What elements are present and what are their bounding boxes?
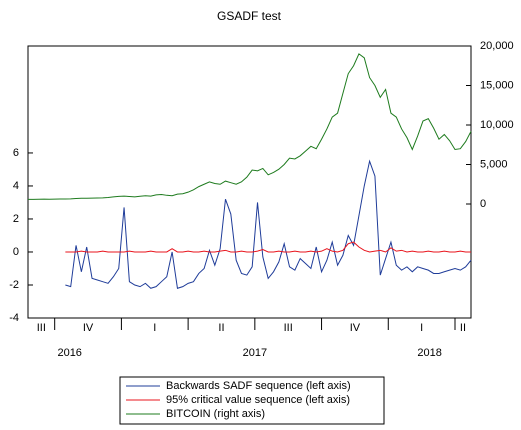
quarter-label: I	[420, 322, 423, 334]
legend-box	[119, 376, 385, 425]
quarter-label: III	[37, 322, 46, 334]
y2-tick-label: 5,000	[480, 158, 508, 170]
year-label: 2017	[243, 347, 267, 359]
series-line	[65, 241, 471, 253]
quarter-label: IV	[83, 322, 94, 334]
y-tick-label: -4	[9, 312, 19, 324]
quarter-label: II	[218, 322, 224, 334]
legend-label: BITCOIN (right axis)	[166, 408, 265, 420]
y2-tick-label: 20,000	[480, 40, 514, 52]
y2-tick-label: 0	[480, 198, 486, 210]
quarter-label: II	[460, 322, 466, 334]
y-tick-label: 6	[13, 147, 19, 159]
year-label: 2016	[57, 347, 81, 359]
quarter-label: IV	[350, 322, 361, 334]
plot-frame	[27, 45, 472, 319]
year-label: 2018	[417, 347, 441, 359]
quarter-label: I	[153, 322, 156, 334]
series-line	[65, 159, 472, 289]
series-line	[27, 53, 472, 200]
y-tick-label: 4	[13, 180, 19, 192]
y2-tick-label: 10,000	[480, 119, 514, 131]
chart-title: GSADF test	[217, 9, 282, 23]
y-tick-label: 0	[13, 246, 19, 258]
legend-label: 95% critical value sequence (left axis)	[166, 394, 350, 406]
quarter-label: III	[284, 322, 293, 334]
legend-label: Backwards SADF sequence (left axis)	[166, 380, 351, 392]
y-tick-label: 2	[13, 213, 19, 225]
y2-tick-label: 15,000	[480, 79, 514, 91]
y-tick-label: -2	[9, 279, 19, 291]
